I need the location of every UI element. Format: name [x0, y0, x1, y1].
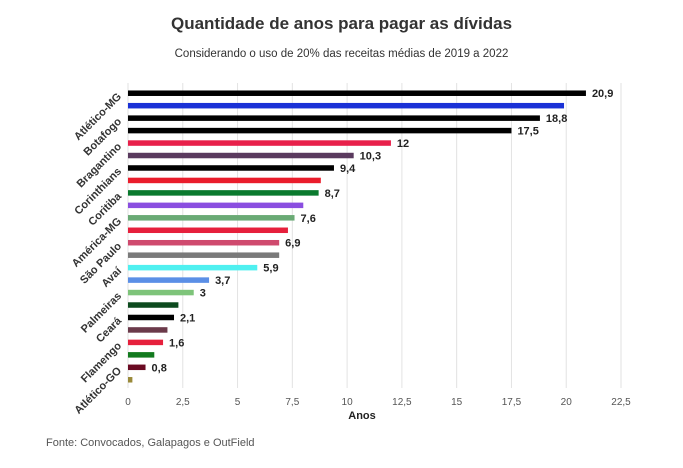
bar: [128, 215, 295, 221]
value-label: 6,9: [285, 238, 300, 250]
x-tick-label: 2,5: [176, 397, 190, 408]
value-label: 0,8: [152, 362, 167, 374]
value-label: 7,6: [301, 213, 316, 225]
x-axis-label: Anos: [348, 410, 376, 422]
bar: [128, 202, 304, 209]
bar: [128, 352, 155, 358]
bar: [128, 127, 512, 134]
x-tick-label: 17,5: [502, 397, 522, 408]
value-label: 1,6: [169, 337, 184, 349]
chart-subtitle: Considerando o uso de 20% das receitas m…: [174, 48, 509, 60]
x-tick-label: 20: [561, 397, 573, 408]
x-tick-label: 10: [342, 397, 354, 408]
x-tick-label: 15: [451, 397, 463, 408]
x-tick-label: 12,5: [392, 397, 412, 408]
bar: [128, 115, 540, 121]
category-labels: Atlético-MGBotafogoBragantinoCorinthians…: [70, 91, 125, 417]
bar: [128, 277, 210, 283]
x-tick-label: 7,5: [285, 397, 299, 408]
bar: [128, 177, 321, 184]
value-labels: 20,9 18,8 17,5 12 10,3 9,4 8,7 7,6 6,9 5,9 3,7 3 2,1…: [152, 88, 614, 374]
chart-title: Quantidade de anos para pagar as dívidas: [170, 14, 513, 33]
bar: [128, 102, 565, 109]
bar: [128, 339, 164, 346]
value-label: 17,5: [517, 126, 538, 138]
value-label: 8,7: [325, 188, 340, 200]
value-label: 3: [200, 288, 206, 300]
bar: [128, 239, 280, 246]
bar: [128, 190, 319, 196]
x-tick-label: 0: [125, 397, 131, 408]
bar: [128, 289, 194, 296]
bar: [128, 227, 288, 234]
value-label: 2,1: [180, 312, 195, 324]
bar: [128, 364, 146, 371]
bar: [128, 302, 179, 308]
x-tick-label: 5: [235, 397, 241, 408]
value-label: 9,4: [340, 163, 356, 175]
bar: [128, 314, 175, 321]
value-label: 10,3: [360, 151, 381, 163]
value-label: 20,9: [592, 88, 613, 100]
value-label: 18,8: [546, 113, 567, 125]
bar: [128, 140, 391, 146]
bar: [128, 252, 280, 258]
gridlines: [127, 83, 622, 388]
bar: [128, 377, 133, 383]
bar: [128, 165, 334, 171]
value-label: 3,7: [215, 275, 230, 287]
value-label: 5,9: [263, 263, 278, 275]
x-tick-label: 22,5: [611, 397, 631, 408]
bar: [128, 264, 258, 271]
bar: [128, 90, 586, 96]
source-note: Fonte: Convocados, Galapagos e OutField: [46, 437, 255, 449]
x-axis-ticks: 0 2,5 5 7,5 10 12,5 15 17,5 20 22,5: [125, 397, 631, 408]
bar: [128, 327, 168, 333]
value-label: 12: [397, 138, 409, 150]
bars: [128, 90, 586, 383]
bar: [128, 152, 354, 159]
